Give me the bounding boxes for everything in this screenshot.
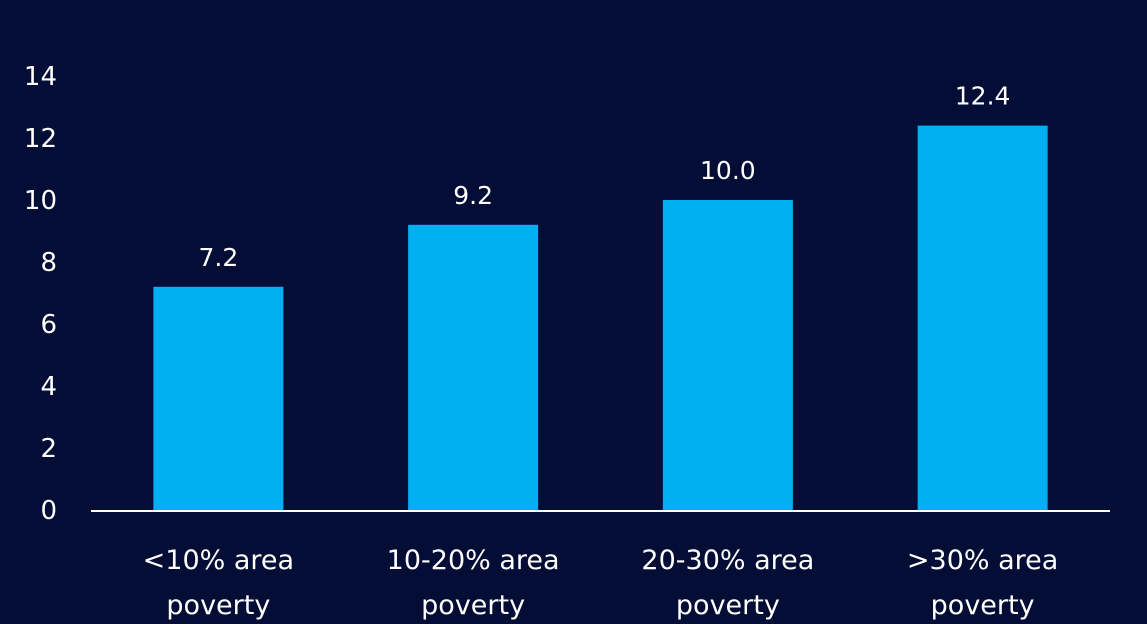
x-tick-label: 10-20% area [387,545,560,576]
x-tick-label: >30% area [907,545,1058,576]
bar [917,125,1048,510]
y-tick-label: 2 [40,434,57,464]
y-axis: 0 2 4 6 8 10 12 14 [24,62,57,526]
x-tick-label: 20-30% area [641,545,814,576]
y-tick-label: 0 [40,496,57,526]
data-label: 7.2 [198,243,238,272]
y-tick-label: 4 [40,372,57,402]
data-label: 12.4 [955,82,1011,111]
bar [153,286,284,510]
x-axis: <10% area poverty 10-20% area poverty 20-30%… [143,545,1059,621]
y-tick-label: 8 [40,248,57,278]
bar [662,200,793,510]
x-tick-label: <10% area [143,545,294,576]
bars [153,125,1048,511]
x-tick-label: poverty [421,590,525,621]
y-tick-label: 14 [24,62,57,92]
x-tick-label: poverty [676,590,780,621]
bar [408,224,539,511]
y-tick-label: 10 [24,186,57,216]
x-tick-label: poverty [166,590,270,621]
data-label: 9.2 [453,181,493,210]
y-tick-label: 12 [24,124,57,154]
x-tick-label: poverty [931,590,1035,621]
y-tick-label: 6 [40,310,57,340]
data-labels: 7.2 9.2 10.0 12.4 [198,82,1010,272]
data-label: 10.0 [700,156,756,185]
